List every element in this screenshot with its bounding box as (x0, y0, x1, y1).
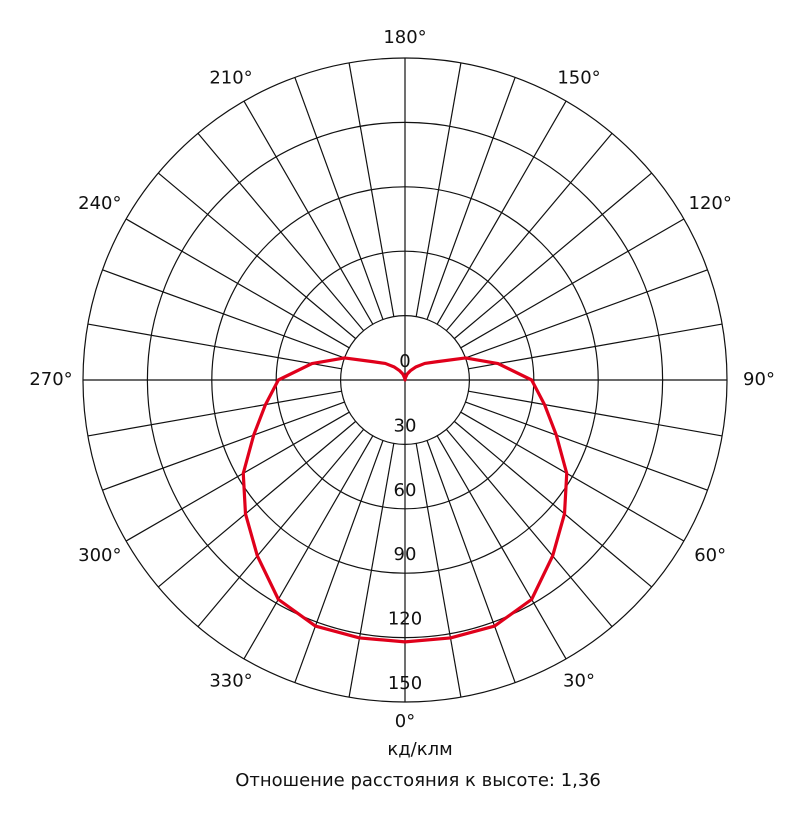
grid-spoke (426, 440, 516, 683)
grid-spoke (197, 428, 365, 628)
r-tick-label: 90 (394, 544, 417, 565)
r-tick-label: 60 (394, 480, 417, 501)
grid-spoke (436, 100, 567, 325)
grid-spoke (453, 172, 653, 340)
angle-tick-label: 150° (557, 68, 600, 89)
angle-tick-label: 0° (395, 711, 415, 732)
caption: Отношение расстояния к высоте: 1,36 (235, 770, 601, 791)
angle-tick-label: 330° (209, 670, 252, 691)
grid-spoke (294, 440, 384, 683)
grid-spoke (102, 401, 345, 491)
angle-tick-label: 180° (383, 27, 426, 48)
angle-tick-label: 240° (78, 193, 121, 214)
grid-spoke (102, 269, 345, 359)
grid-spoke (468, 323, 723, 370)
r-tick-label: 30 (394, 415, 417, 436)
grid-spoke (415, 443, 462, 698)
grid-spoke (87, 323, 342, 370)
grid-spoke (197, 132, 365, 332)
grid-spoke (468, 390, 723, 437)
grid-spoke (87, 390, 342, 437)
angle-tick-label: 300° (78, 545, 121, 566)
r-tick-label: 150 (388, 673, 422, 694)
grid-spoke (436, 435, 567, 660)
r-tick-label: 120 (388, 609, 422, 630)
grid-spoke (465, 269, 708, 359)
grid-spoke (294, 77, 384, 320)
angle-tick-label: 120° (689, 193, 732, 214)
grid-spoke (453, 420, 653, 588)
grid-spoke (460, 218, 685, 349)
grid-spoke (415, 62, 462, 317)
angle-tick-label: 60° (694, 545, 726, 566)
angle-tick-label: 30° (563, 670, 595, 691)
grid-spoke (465, 401, 708, 491)
angle-tick-label: 270° (29, 369, 72, 390)
angle-tick-label: 90° (743, 369, 775, 390)
grid-spoke (125, 411, 350, 542)
grid-spoke (445, 132, 613, 332)
r-tick-label: 0 (399, 351, 410, 372)
grid-spoke (348, 443, 395, 698)
grid-spoke (243, 100, 374, 325)
grid-spoke (348, 62, 395, 317)
intensity-curve (241, 356, 569, 644)
grid-spoke (157, 420, 357, 588)
axis-unit-label: кд/клм (387, 739, 452, 760)
grid-spoke (445, 428, 613, 628)
grid-spoke (426, 77, 516, 320)
grid-spoke (460, 411, 685, 542)
grid-spoke (157, 172, 357, 340)
grid-spoke (243, 435, 374, 660)
grid-spoke (125, 218, 350, 349)
angle-tick-label: 210° (209, 68, 252, 89)
